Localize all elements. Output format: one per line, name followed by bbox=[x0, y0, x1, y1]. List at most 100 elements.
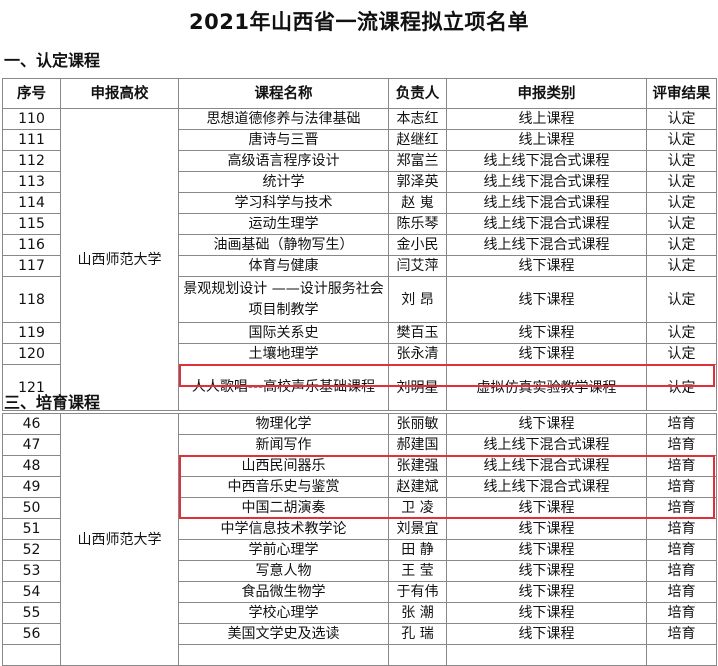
course-category: 线下课程 bbox=[446, 413, 647, 435]
course-category: 线上线下混合式课程 bbox=[446, 434, 647, 456]
review-result: 认定 bbox=[646, 192, 717, 214]
review-result: 认定 bbox=[646, 150, 717, 172]
course-name: 食品微生物学 bbox=[178, 581, 389, 603]
course-name: 中国二胡演奏 bbox=[178, 497, 389, 519]
table-row: 51 中学信息技术教学论 刘景宜 线下课程 培育 bbox=[2, 518, 717, 540]
table-row: 120 土壤地理学 张永清 线下课程 认定 bbox=[2, 343, 717, 365]
row-index: 110 bbox=[2, 108, 61, 130]
table-row: 55 学校心理学张 潮线下课程 培育 bbox=[2, 602, 717, 624]
table-row: 54 食品微生物学 于有伟 线下课程 培育 bbox=[2, 581, 717, 603]
row-index: 50 bbox=[2, 497, 61, 519]
table-row: 114 学习科学与技术赵 嵬线上线下混合式课程 认定 bbox=[2, 192, 717, 214]
review-result: 培育 bbox=[646, 560, 717, 582]
row-index: 115 bbox=[2, 213, 61, 235]
table-row: 46 山西师范大学 物理化学 张丽敏 线下课程 培育 bbox=[2, 413, 717, 666]
course-category: 线下课程 bbox=[446, 623, 647, 645]
course-category: 线下课程 bbox=[446, 322, 647, 344]
review-result: 培育 bbox=[646, 455, 717, 477]
course-lead: 刘景宜 bbox=[388, 518, 447, 540]
course-lead: 张丽敏 bbox=[388, 413, 447, 435]
row-index: 120 bbox=[2, 343, 61, 365]
empty-cell bbox=[388, 644, 447, 666]
course-category: 线上线下混合式课程 bbox=[446, 192, 647, 214]
course-name: 美国文学史及选读 bbox=[178, 623, 389, 645]
empty-cell bbox=[178, 644, 389, 666]
course-name: 学前心理学 bbox=[178, 539, 389, 561]
course-lead: 张 潮 bbox=[388, 602, 447, 624]
course-lead: 赵继红 bbox=[388, 129, 447, 151]
course-name: 油画基础（静物写生） bbox=[178, 234, 389, 256]
table-row: 111 唐诗与三晋 赵继红 线上课程 认定 bbox=[2, 129, 717, 151]
course-category: 虚拟仿真实验教学课程 bbox=[446, 364, 647, 411]
school-name: 山西师范大学 bbox=[60, 108, 179, 411]
header-category: 申报类别 bbox=[446, 78, 647, 109]
row-index: 117 bbox=[2, 255, 61, 277]
row-index: 118 bbox=[2, 276, 61, 323]
table-row: 48 山西民间器乐 张建强 线上线下混合式课程 培育 bbox=[2, 455, 717, 477]
course-name: 景观规划设计 ——设计服务社会项目制教学 bbox=[178, 276, 389, 323]
section-heading-certified: 一、认定课程 bbox=[4, 51, 101, 70]
row-index: 119 bbox=[2, 322, 61, 344]
course-category: 线上线下混合式课程 bbox=[446, 455, 647, 477]
course-name: 土壤地理学 bbox=[178, 343, 389, 365]
table-row: 119 国际关系史 樊百玉 线下课程 认定 bbox=[2, 322, 717, 344]
row-index: 49 bbox=[2, 476, 61, 498]
course-category: 线上线下混合式课程 bbox=[446, 213, 647, 235]
review-result: 认定 bbox=[646, 322, 717, 344]
row-index: 56 bbox=[2, 623, 61, 645]
table-row: 113 统计学 郭泽英 线上线下混合式课程 认定 bbox=[2, 171, 717, 193]
review-result: 培育 bbox=[646, 497, 717, 519]
course-lead: 张永清 bbox=[388, 343, 447, 365]
table-header-row: 序号 申报高校 课程名称 负责人 申报类别 评审结果 bbox=[2, 78, 717, 109]
row-index: 55 bbox=[2, 602, 61, 624]
course-lead: 孔 瑞 bbox=[388, 623, 447, 645]
course-lead: 赵 嵬 bbox=[388, 192, 447, 214]
review-result: 认定 bbox=[646, 364, 717, 411]
review-result: 培育 bbox=[646, 518, 717, 540]
course-category: 线下课程 bbox=[446, 581, 647, 603]
course-lead: 刘明星 bbox=[388, 364, 447, 411]
course-name: 山西民间器乐 bbox=[178, 455, 389, 477]
row-index: 121 bbox=[2, 364, 61, 411]
row-index: 113 bbox=[2, 171, 61, 193]
review-result: 培育 bbox=[646, 623, 717, 645]
course-lead: 张建强 bbox=[388, 455, 447, 477]
empty-cell bbox=[2, 644, 61, 666]
course-category: 线下课程 bbox=[446, 255, 647, 277]
course-lead: 卫 凌 bbox=[388, 497, 447, 519]
course-category: 线上线下混合式课程 bbox=[446, 476, 647, 498]
row-index: 116 bbox=[2, 234, 61, 256]
section-heading-cultivation: 三、培育课程 bbox=[4, 393, 101, 412]
row-index: 112 bbox=[2, 150, 61, 172]
course-name: 学习科学与技术 bbox=[178, 192, 389, 214]
course-lead: 郝建国 bbox=[388, 434, 447, 456]
page-title: 2021年山西省一流课程拟立项名单 bbox=[189, 10, 529, 34]
course-name: 运动生理学 bbox=[178, 213, 389, 235]
course-name: 写意人物 bbox=[178, 560, 389, 582]
table-row: 49 中西音乐史与鉴赏 赵建斌 线上线下混合式课程 培育 bbox=[2, 476, 717, 498]
course-name: 中学信息技术教学论 bbox=[178, 518, 389, 540]
course-lead: 王 莹 bbox=[388, 560, 447, 582]
course-name: 思想道德修养与法律基础 bbox=[178, 108, 389, 130]
course-name: 国际关系史 bbox=[178, 322, 389, 344]
course-lead: 本志红 bbox=[388, 108, 447, 130]
course-category: 线下课程 bbox=[446, 497, 647, 519]
empty-cell bbox=[446, 644, 647, 666]
course-category: 线上线下混合式课程 bbox=[446, 150, 647, 172]
row-index: 52 bbox=[2, 539, 61, 561]
row-index: 53 bbox=[2, 560, 61, 582]
header-lead: 负责人 bbox=[388, 78, 447, 109]
course-category: 线下课程 bbox=[446, 276, 647, 323]
review-result: 认定 bbox=[646, 129, 717, 151]
header-result: 评审结果 bbox=[646, 78, 717, 109]
course-category: 线下课程 bbox=[446, 602, 647, 624]
course-lead: 陈乐琴 bbox=[388, 213, 447, 235]
course-name: 人人歌唱---高校声乐基础课程 bbox=[178, 364, 389, 411]
school-name: 山西师范大学 bbox=[60, 413, 179, 666]
row-index: 46 bbox=[2, 413, 61, 435]
course-lead: 赵建斌 bbox=[388, 476, 447, 498]
review-result: 培育 bbox=[646, 434, 717, 456]
course-name: 学校心理学 bbox=[178, 602, 389, 624]
course-category: 线上课程 bbox=[446, 108, 647, 130]
course-lead: 樊百玉 bbox=[388, 322, 447, 344]
